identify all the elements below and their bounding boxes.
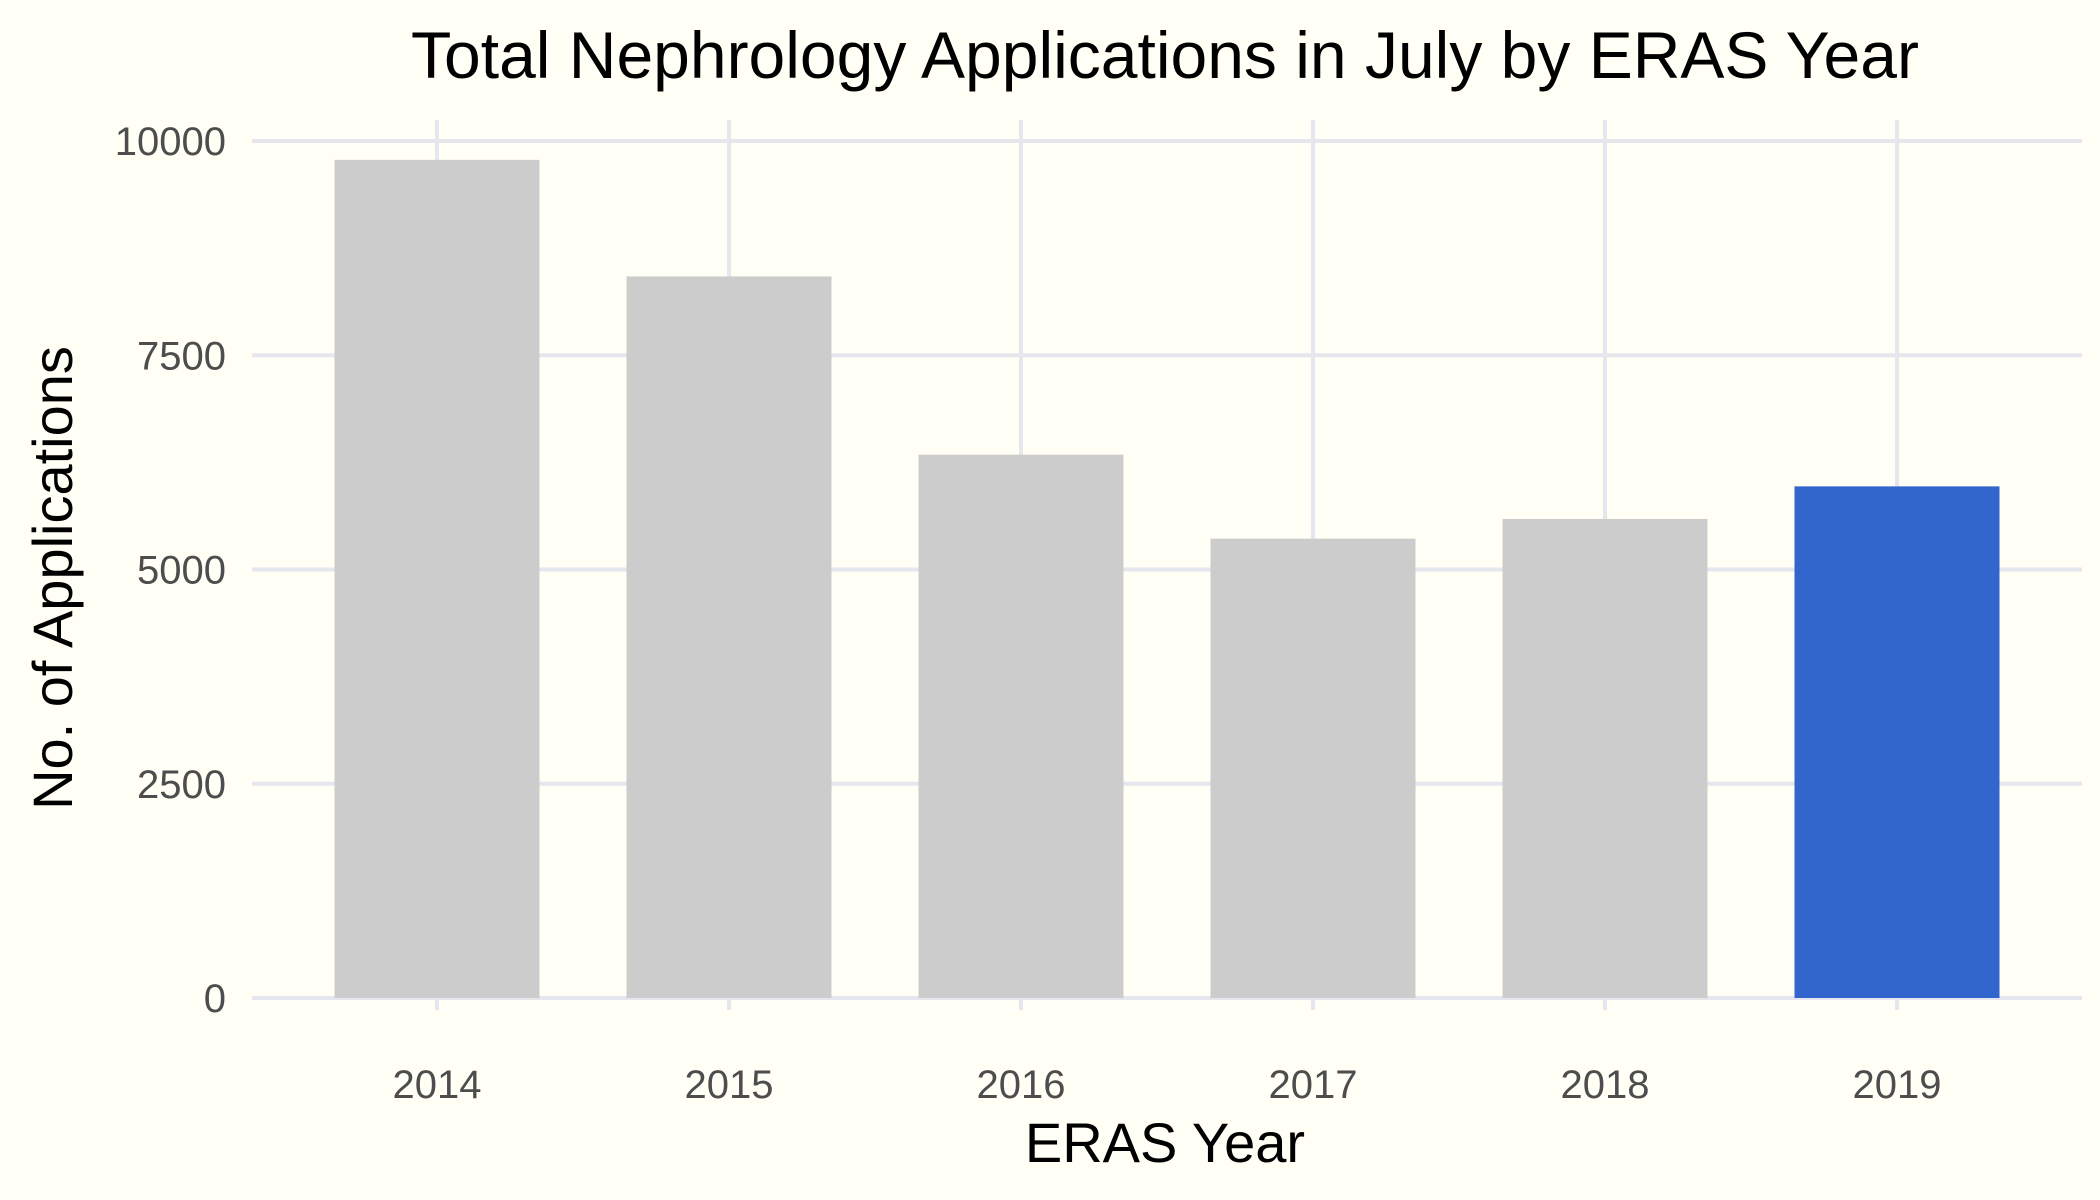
x-tick-label: 2016	[977, 1063, 1066, 1107]
bar-2017	[1210, 538, 1416, 998]
x-tick-label: 2019	[1853, 1063, 1942, 1107]
y-gridlines	[252, 139, 2082, 1000]
x-axis-title: ERAS Year	[1025, 1111, 1305, 1174]
y-tick-label: 7500	[137, 334, 226, 378]
x-tick-label: 2018	[1561, 1063, 1650, 1107]
y-tick-label: 10000	[115, 120, 226, 164]
x-tick-label: 2014	[393, 1063, 482, 1107]
y-tick-label: 5000	[137, 549, 226, 593]
y-tick-label: 0	[204, 977, 226, 1021]
y-tick-labels: 0 2500 5000 7500 10000	[115, 120, 226, 1021]
y-tick-label: 2500	[137, 763, 226, 807]
bar-2018	[1502, 518, 1708, 998]
chart-title: Total Nephrology Applications in July by…	[411, 18, 1919, 92]
x-tick-label: 2017	[1269, 1063, 1358, 1107]
y-axis-title: No. of Applications	[21, 346, 84, 810]
bars	[334, 159, 2000, 998]
x-tick-label: 2015	[685, 1063, 774, 1107]
bar-2014	[334, 159, 540, 998]
x-tick-labels: 2014 2015 2016 2017 2018 2019	[393, 1063, 1942, 1107]
bar-2016	[918, 454, 1124, 998]
bar-2015	[626, 276, 832, 998]
bar-2019	[1794, 486, 2000, 998]
